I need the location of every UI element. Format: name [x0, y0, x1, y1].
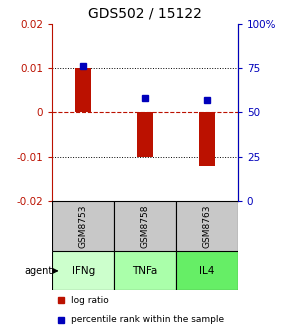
Text: log ratio: log ratio [71, 296, 108, 305]
Text: TNFa: TNFa [132, 266, 158, 276]
Text: IFNg: IFNg [72, 266, 95, 276]
Bar [114, 251, 176, 290]
Bar [52, 251, 114, 290]
Bar [176, 251, 238, 290]
Bar [52, 201, 114, 251]
Text: IL4: IL4 [199, 266, 215, 276]
Title: GDS502 / 15122: GDS502 / 15122 [88, 7, 202, 21]
Text: GSM8763: GSM8763 [202, 205, 211, 248]
Bar [199, 113, 215, 166]
Text: agent: agent [25, 266, 53, 276]
Bar [176, 201, 238, 251]
Text: percentile rank within the sample: percentile rank within the sample [71, 315, 224, 324]
Bar [137, 113, 153, 157]
Bar [75, 68, 91, 113]
Text: GSM8758: GSM8758 [140, 205, 150, 248]
Text: GSM8753: GSM8753 [79, 205, 88, 248]
Bar [114, 201, 176, 251]
